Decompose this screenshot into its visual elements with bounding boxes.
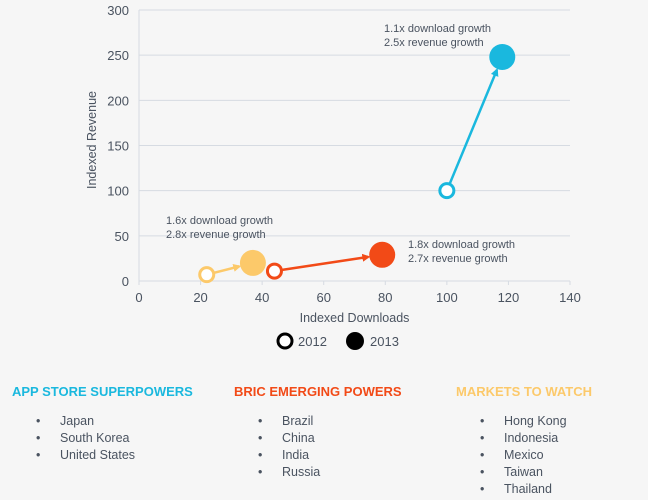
scatter-chart: 0 50 100 150 200 250 300 0 20 40 60 80 100 120 140 Inde… (85, 3, 581, 350)
list-item: Brazil (234, 413, 402, 430)
y-tick-label: 150 (107, 139, 129, 154)
y-tick-label: 0 (122, 274, 129, 289)
x-tick-label: 60 (316, 290, 330, 305)
point-2013 (369, 241, 396, 268)
list-item: Russia (234, 464, 402, 481)
x-axis-label: Indexed Downloads (300, 311, 410, 325)
group-bric: BRIC EMERGING POWERS BrazilChinaIndiaRus… (234, 384, 402, 481)
annotation: 1.8x download growth (408, 239, 515, 251)
list-item: South Korea (12, 430, 193, 447)
x-tick-label: 20 (193, 290, 207, 305)
y-tick-label: 300 (107, 3, 129, 18)
growth-arrow (448, 68, 499, 185)
legend-2013-label: 2013 (370, 334, 399, 349)
annotation: 2.5x revenue growth (384, 37, 484, 49)
x-tick-label: 120 (498, 290, 520, 305)
x-tick-label: 80 (378, 290, 392, 305)
list-item: Taiwan (456, 464, 592, 481)
point-2012 (198, 266, 216, 284)
list-item: Indonesia (456, 430, 592, 447)
legend-2013-marker (346, 332, 364, 350)
list-item: India (234, 447, 402, 464)
y-axis-label: Indexed Revenue (85, 91, 99, 189)
x-tick-label: 40 (255, 290, 269, 305)
group-title: MARKETS TO WATCH (456, 384, 593, 399)
list-item: Mexico (456, 447, 592, 464)
growth-arrow (281, 253, 371, 272)
legend-2012-marker (276, 332, 294, 350)
y-tick-label: 200 (107, 93, 129, 108)
group-title: BRIC EMERGING POWERS (234, 384, 402, 399)
annotation: 2.7x revenue growth (408, 253, 508, 265)
point-2013 (239, 249, 266, 276)
group-superpowers: APP STORE SUPERPOWERS JapanSouth KoreaUn… (12, 384, 193, 464)
growth-arrow (213, 263, 242, 275)
point-2013 (489, 43, 516, 70)
annotation: 2.8x revenue growth (166, 229, 266, 241)
point-2012 (438, 182, 456, 200)
annotation: 1.1x download growth (384, 23, 491, 35)
x-tick-label: 140 (559, 290, 581, 305)
legend-2012-label: 2012 (298, 334, 327, 349)
y-tick-label: 250 (107, 48, 129, 63)
x-tick-label: 100 (436, 290, 458, 305)
group-title: APP STORE SUPERPOWERS (12, 384, 193, 399)
y-tick-label: 50 (115, 229, 129, 244)
y-tick-label: 100 (107, 184, 129, 199)
point-2012 (265, 262, 283, 280)
list-item: Thailand (456, 481, 592, 498)
group-markets-to-watch: MARKETS TO WATCH Hong KongIndonesiaMexic… (456, 384, 592, 498)
x-tick-label: 0 (135, 290, 142, 305)
list-item: Hong Kong (456, 413, 592, 430)
list-item: China (234, 430, 402, 447)
annotation: 1.6x download growth (166, 215, 273, 227)
list-item: Japan (12, 413, 193, 430)
list-item: United States (12, 447, 193, 464)
